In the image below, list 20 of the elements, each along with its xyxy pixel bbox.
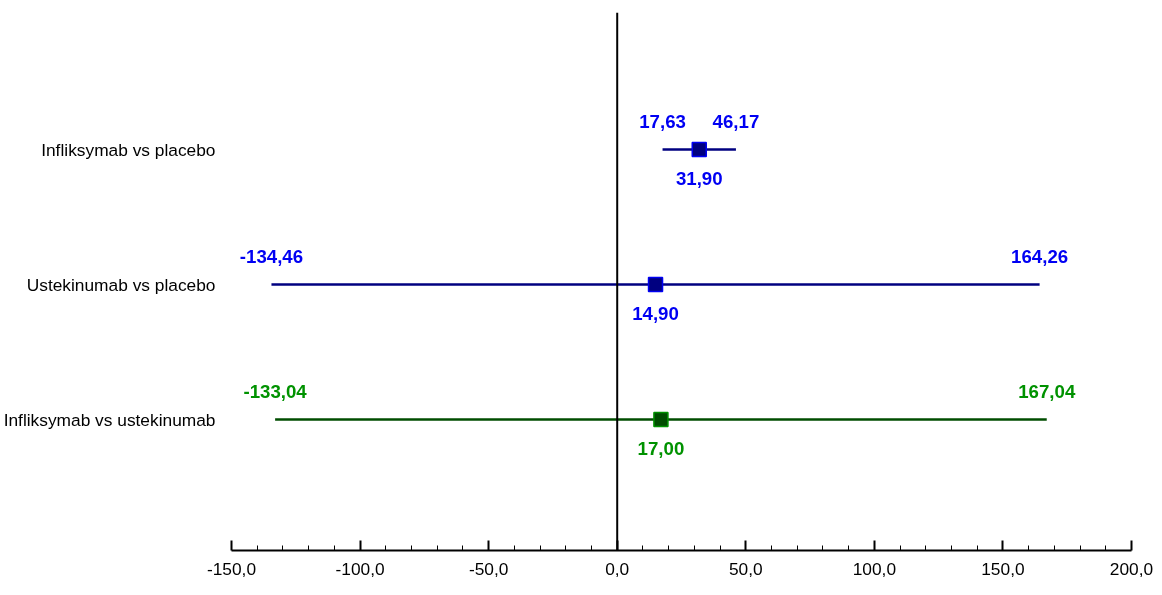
x-tick-label: 100,0 (852, 558, 897, 579)
x-tick-label: -50,0 (468, 558, 509, 579)
data-label: 31,90 (675, 167, 723, 189)
annotation: 46,17 (712, 110, 760, 132)
annotation: 17,63 (639, 110, 686, 132)
y-tick-label: Ustekinumab vs placebo (26, 274, 216, 295)
data-label: 17,00 (637, 437, 685, 459)
y-tick-label: Infliksymab vs placebo (41, 139, 216, 160)
x-tick-label: 200,0 (1109, 558, 1154, 579)
x-tick-label: -150,0 (206, 558, 257, 579)
x-tick-label: 150,0 (981, 558, 1025, 579)
annotation: -134,46 (239, 245, 304, 267)
data-label: 14,90 (632, 302, 679, 324)
x-tick-label: 0,0 (605, 558, 630, 579)
x-tick-label: -100,0 (335, 558, 385, 579)
annotation: 164,26 (1011, 245, 1069, 267)
annotation: -133,04 (243, 380, 308, 402)
annotation: 167,04 (1018, 380, 1076, 402)
x-tick-label: 50,0 (728, 558, 763, 579)
y-tick-label: Infliksymab vs ustekinumab (3, 409, 216, 430)
